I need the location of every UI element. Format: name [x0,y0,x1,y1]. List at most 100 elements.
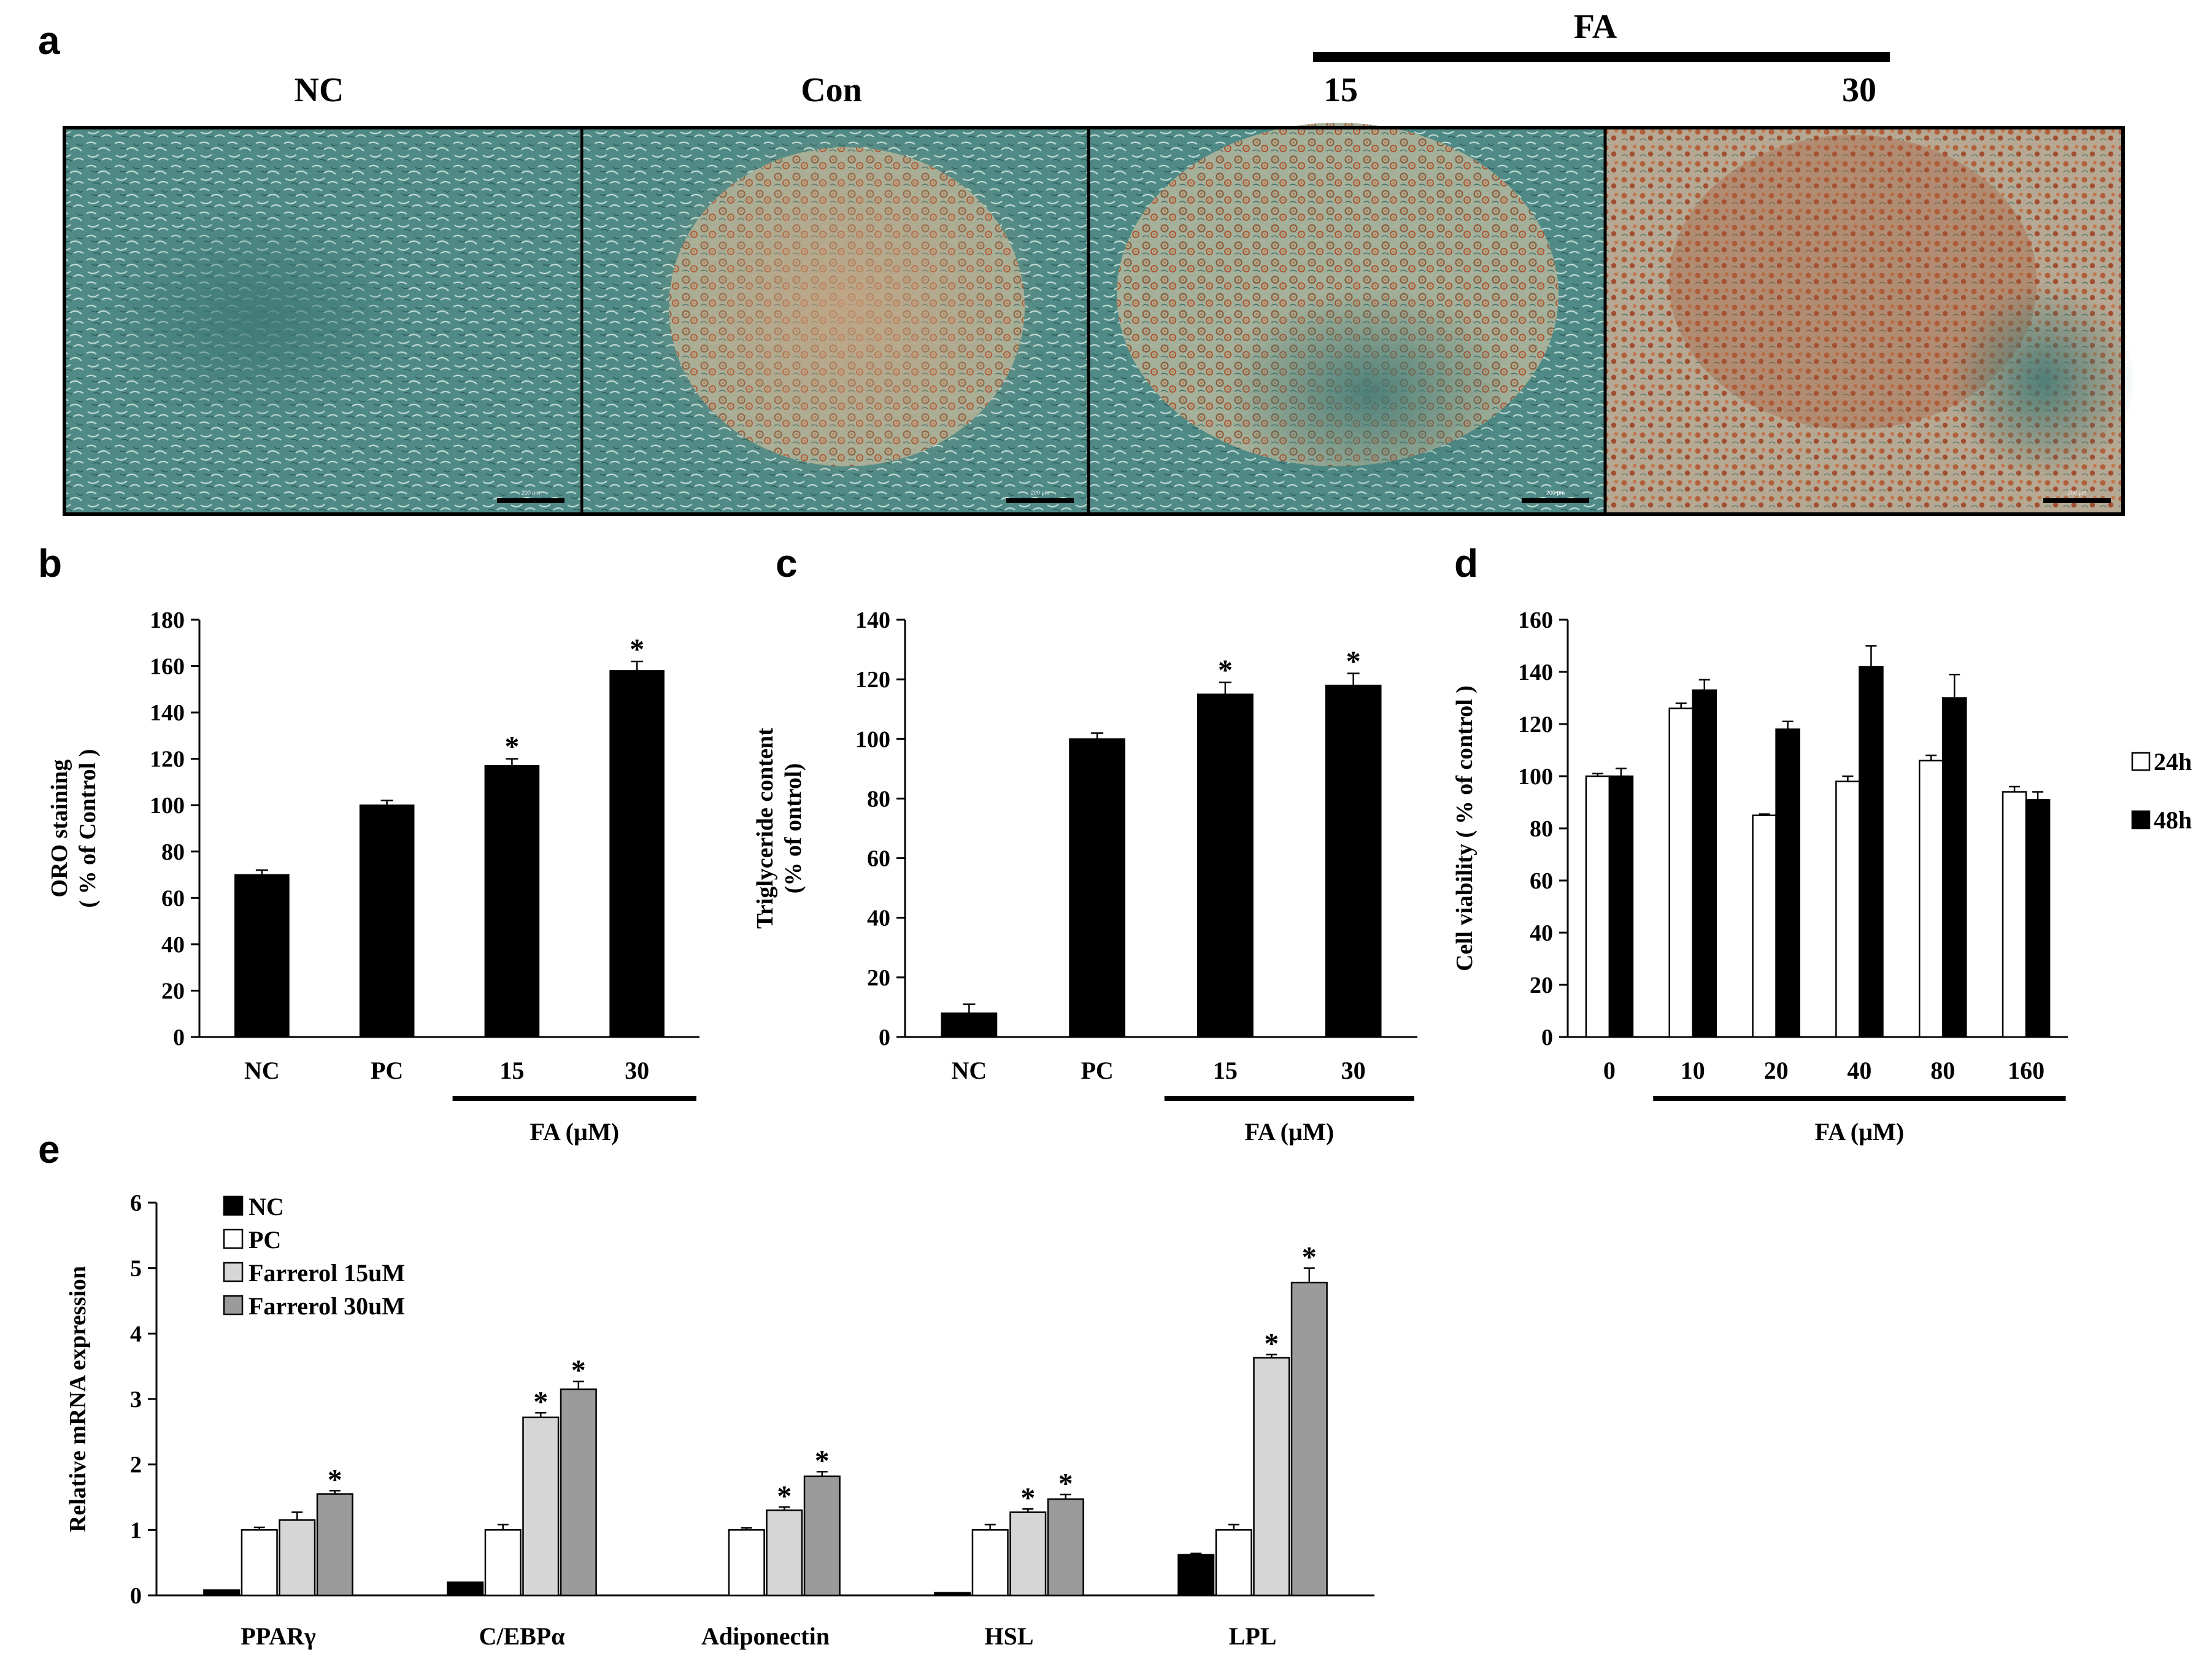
bar-pc [1215,1529,1252,1597]
y-tick-label: 4 [130,1321,142,1347]
bar-pc [484,1529,522,1597]
significance-star: * [777,1480,792,1513]
x-tick-label: 80 [1930,1057,1955,1084]
scale-bar [497,498,565,503]
bar-48h [1608,775,1634,1038]
significance-star: * [328,1463,342,1496]
bar-farrerol-15um [279,1519,316,1597]
legend-swatch [2131,810,2151,830]
y-tick-label: 100 [855,727,890,752]
significance-star: * [504,731,519,763]
x-tick-label: 0 [1603,1057,1616,1084]
legend-swatch [223,1262,244,1282]
fa-group-bar [1653,1096,2066,1101]
scale-bar-label: 200 μm [2068,490,2086,496]
panel-label-b: b [38,541,62,585]
x-axis-title: FA (µM) [1244,1118,1334,1146]
bar-24h [1752,814,1777,1038]
x-axis-title: FA (µM) [1815,1118,1905,1146]
fa-group-bar [1313,52,1890,62]
x-axis-title: FA (µM) [530,1118,619,1146]
bar-farrerol-30um [803,1475,841,1597]
bar-24h [1668,707,1694,1038]
scale-bar [2043,498,2111,503]
significance-star: * [1302,1241,1317,1274]
y-tick-label: 120 [1518,712,1553,738]
y-tick-label: 0 [879,1025,890,1050]
significance-star: * [1264,1327,1279,1360]
bar-farrerol-30um [560,1388,597,1597]
y-tick-label: 160 [150,654,185,680]
bar [234,874,290,1038]
bar-farrerol-15um [1253,1357,1290,1597]
bar [1325,684,1382,1038]
x-tick-label: HSL [984,1622,1033,1650]
x-tick-label: C/EBPα [479,1622,565,1650]
x-tick-label: 10 [1681,1057,1705,1084]
legend-swatch [223,1228,244,1249]
scale-bar [1006,498,1074,503]
bar-24h [2002,791,2027,1038]
y-tick-label: 0 [173,1025,185,1050]
y-tick-label: 100 [150,793,185,819]
panel-label-c: c [776,541,798,585]
y-tick-label: 140 [150,700,185,726]
scale-bar-label: 200 μm [522,490,540,496]
x-tick-label: 15 [1213,1057,1238,1084]
y-axis-title: Relative mRNA expression [65,1266,91,1532]
y-tick-label: 20 [1530,973,1553,998]
legend-label: PC [249,1226,281,1254]
y-axis-title: Cell viability ( % of control ) [1452,685,1478,971]
bar-48h [1942,697,1967,1038]
significance-star: * [630,633,644,666]
y-axis-title: ORO staining( % of Control ) [47,749,101,908]
y-tick-label: 60 [867,846,890,872]
bar [484,765,540,1038]
y-tick-label: 3 [130,1387,142,1413]
panel-a: FA NC Con 15 30 200 μm 200 μm 200 μm [63,8,2135,516]
legend-swatch [223,1295,244,1316]
scale-bar [1522,498,1589,503]
bar-pc [971,1529,1009,1597]
y-tick-label: 60 [161,885,185,911]
legend-label: Farrerol 30uM [249,1292,405,1320]
y-tick-label: 80 [867,786,890,812]
micrograph-con: 200 μm [583,128,1087,514]
panel-label-a: a [38,18,60,63]
micrograph-fa30: 200 μm [1606,128,2135,514]
legend-swatch [223,1195,244,1216]
significance-star: * [533,1386,548,1418]
y-tick-label: 40 [161,932,185,958]
y-tick-label: 120 [855,667,890,693]
micrograph-nc: 200 μm [64,128,580,514]
micrograph-fa15: 200 μm [1090,123,1604,514]
bar-nc [1177,1554,1215,1597]
x-tick-label: 30 [625,1057,649,1084]
bar-24h [1918,760,1944,1038]
significance-star: * [1218,654,1233,687]
significance-star: * [1058,1468,1073,1500]
y-axis-title: Triglyceride content (% of ontrol) [752,728,806,929]
image-label-15: 15 [1324,71,1358,109]
y-tick-label: 20 [867,965,890,991]
y-tick-label: 160 [1518,607,1553,633]
chart-b: 0 20 40 60 80 100 120 140 160 180 ORO staining( % … [47,607,699,1146]
bar [609,670,665,1038]
bar-farrerol-30um [1290,1281,1328,1597]
bar-48h [2025,799,2051,1038]
bar [1069,738,1126,1038]
image-label-30: 30 [1842,71,1876,109]
chart-c: 0 20 40 60 80 100 120 140 Triglyceride content (%… [752,607,1417,1146]
x-tick-label: 20 [1764,1057,1789,1084]
x-tick-label: Adiponectin [701,1622,830,1650]
x-tick-label: LPL [1229,1622,1277,1650]
legend-label: 48h [2154,806,2192,834]
y-tick-label: 0 [1541,1025,1553,1050]
y-tick-label: 120 [150,747,185,773]
fa-group-label: FA [1574,8,1617,46]
bar-farrerol-30um [1047,1498,1084,1597]
y-tick-label: 140 [855,607,890,633]
chart-e: 0 1 2 3 4 5 6 Relative mRNA expression * PPARγ * * C… [65,1190,1374,1650]
bar-48h [1692,689,1717,1038]
